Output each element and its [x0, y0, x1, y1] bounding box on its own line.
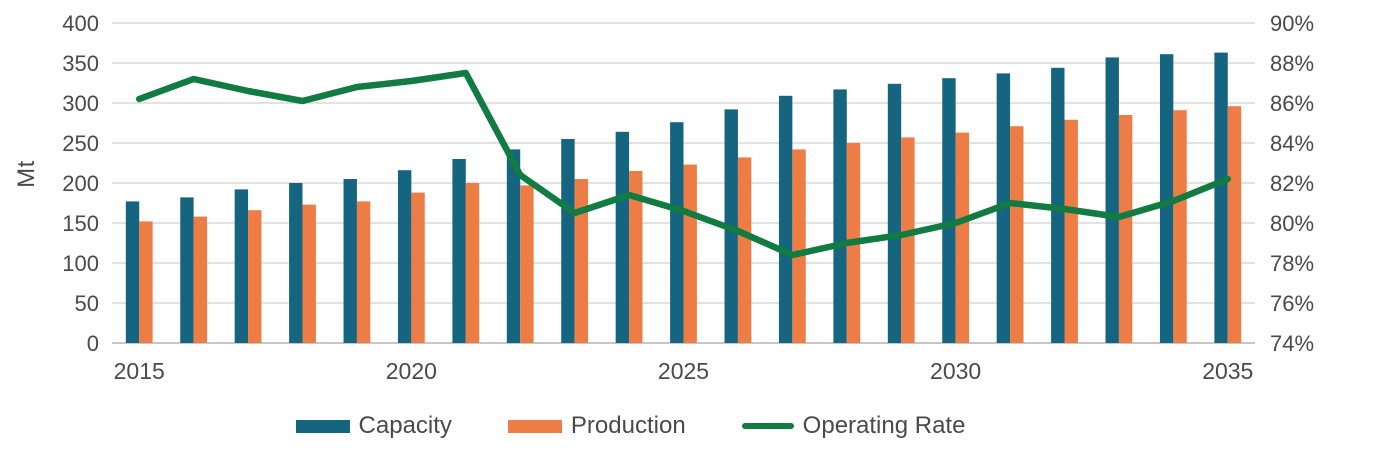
capacity-bar-2017 — [234, 189, 249, 343]
capacity-bar-2030 — [942, 78, 956, 343]
production-bar-2032 — [1064, 119, 1078, 343]
right-axis-tick-label: 84% — [1270, 131, 1314, 156]
production-bar-2035 — [1227, 106, 1242, 343]
capacity-bar-2034 — [1159, 54, 1174, 343]
x-axis-tick-label: 2030 — [930, 358, 981, 384]
production-bar-2024 — [629, 171, 643, 343]
production-bar-2020 — [411, 192, 425, 343]
right-axis-tick-label: 82% — [1270, 171, 1314, 196]
capacity-bar-2028 — [833, 89, 847, 344]
right-axis-tick-label: 78% — [1270, 251, 1314, 276]
right-axis-tick-label: 88% — [1270, 51, 1314, 76]
capacity-bar-2015 — [125, 201, 140, 343]
left-axis-tick-label: 0 — [87, 331, 99, 356]
operating-rate-line — [135, 69, 1232, 259]
capacity-bar-2033 — [1105, 57, 1119, 344]
capacity-bar-2024 — [615, 131, 630, 343]
capacity-bar-2021 — [452, 159, 466, 343]
capacity-bar-2027 — [778, 95, 793, 343]
right-axis-tick-label: 76% — [1270, 291, 1314, 316]
right-axis-tick-label: 80% — [1270, 211, 1314, 236]
production-bar-2023 — [574, 179, 589, 343]
capacity-legend-swatch — [295, 419, 350, 433]
capacity-bar-2025 — [670, 122, 684, 343]
right-axis-tick-label: 90% — [1270, 11, 1314, 36]
right-axis-tick-label: 86% — [1270, 91, 1314, 116]
production-bar-2017 — [248, 210, 262, 343]
legend-item-production: Production — [507, 412, 686, 440]
production-legend-label: Production — [570, 412, 686, 439]
capacity-bar-2016 — [180, 197, 194, 343]
left-axis-tick-label: 50 — [75, 291, 99, 316]
production-bar-2021 — [465, 183, 480, 343]
capacity-bar-2022 — [506, 149, 521, 343]
production-bar-2034 — [1173, 110, 1187, 343]
production-bar-2015 — [139, 221, 153, 343]
production-bar-2027 — [792, 149, 806, 343]
production-bar-2025 — [683, 164, 697, 343]
x-axis-tick-label: 2020 — [386, 358, 437, 384]
production-bar-2031 — [1010, 126, 1024, 343]
x-axis-tick-label: 2035 — [1202, 358, 1253, 384]
chart-legend: Capacity Production Operating Rate — [0, 412, 1319, 440]
capacity-bar-2023 — [561, 139, 575, 343]
left-axis-tick-label: 300 — [62, 91, 99, 116]
capacity-bar-2018 — [289, 183, 303, 343]
production-bar-2033 — [1118, 115, 1133, 343]
production-bar-2026 — [737, 157, 752, 343]
production-bar-2029 — [901, 137, 915, 343]
left-axis-tick-label: 200 — [62, 171, 99, 196]
capacity-bar-2035 — [1214, 52, 1228, 343]
operating-rate-legend-label: Operating Rate — [802, 412, 966, 439]
left-axis-tick-label: 250 — [62, 131, 99, 156]
left-axis-tick-label: 100 — [62, 251, 99, 276]
production-bar-2018 — [302, 204, 316, 343]
production-bar-2030 — [955, 132, 970, 343]
left-axis-tick-label: 150 — [62, 211, 99, 236]
capacity-bar-2029 — [887, 83, 902, 344]
production-bar-2022 — [520, 185, 534, 343]
production-bar-2016 — [193, 216, 208, 343]
legend-item-operating-rate: Operating Rate — [741, 412, 966, 440]
production-legend-swatch — [507, 419, 562, 433]
left-axis-tick-label: 350 — [62, 51, 99, 76]
x-axis-tick-label: 2025 — [658, 358, 709, 384]
x-axis-tick-label: 2015 — [114, 358, 165, 384]
capacity-bar-2020 — [397, 170, 412, 343]
production-bar-2019 — [356, 201, 371, 343]
left-axis-tick-label: 400 — [62, 11, 99, 36]
left-axis-title: Mt — [13, 160, 40, 188]
legend-item-capacity: Capacity — [295, 412, 452, 440]
right-axis-tick-label: 74% — [1270, 331, 1314, 356]
capacity-bar-2019 — [343, 179, 357, 343]
capacity-legend-label: Capacity — [358, 412, 452, 439]
operating-rate-legend-swatch — [741, 423, 794, 429]
